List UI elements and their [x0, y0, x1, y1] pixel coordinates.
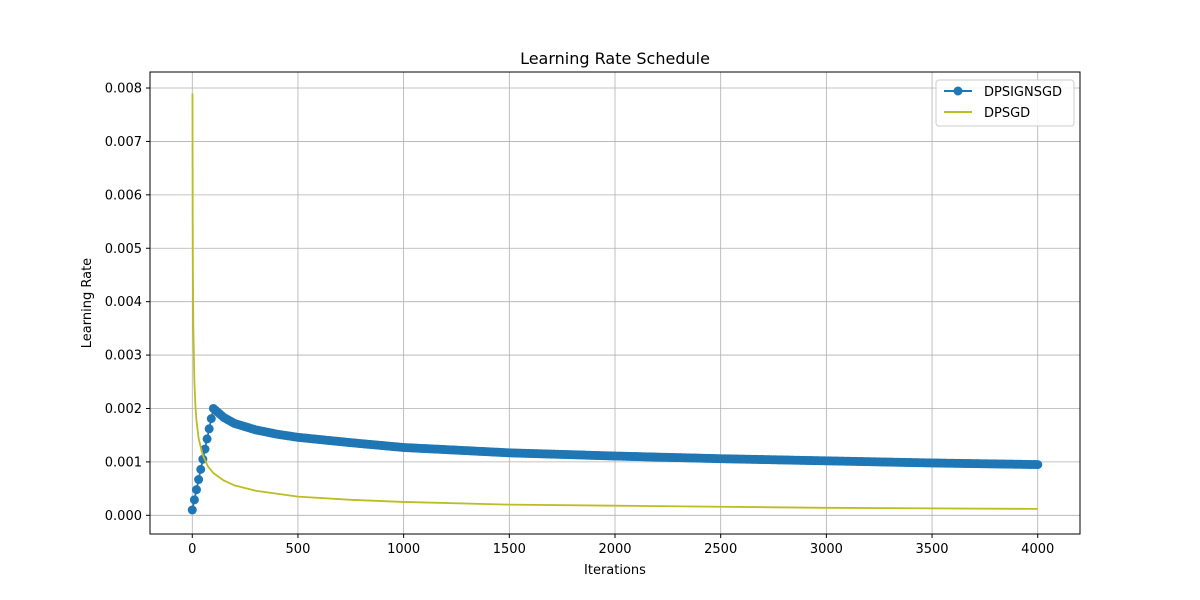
- legend-label-dpsgd: DPSGD: [984, 106, 1030, 121]
- series-dpsignsgd-line: [191, 406, 1038, 511]
- x-tick-label: 3000: [810, 542, 843, 557]
- y-tick-label: 0.003: [105, 349, 142, 364]
- x-axis-label: Iterations: [584, 563, 646, 578]
- legend-label-dpsignsgd: DPSIGNSGD: [984, 85, 1062, 100]
- x-tick-label: 3500: [915, 542, 948, 557]
- series-layer: [187, 93, 1043, 515]
- y-tick-label: 0.000: [105, 509, 142, 524]
- y-axis-label: Learning Rate: [80, 258, 95, 348]
- chart-title: Learning Rate Schedule: [520, 49, 710, 68]
- legend-marker-dpsignsgd: [953, 86, 963, 96]
- x-tick-label: 2000: [598, 542, 631, 557]
- y-tick-label: 0.007: [105, 135, 142, 150]
- y-tick-label: 0.004: [105, 295, 142, 310]
- y-tick-label: 0.008: [105, 82, 142, 97]
- y-tick-label: 0.005: [105, 242, 142, 257]
- x-tick-label: 4000: [1021, 542, 1054, 557]
- legend: DPSIGNSGD DPSGD: [935, 79, 1075, 127]
- x-tick-label: 1500: [493, 542, 526, 557]
- y-tick-label: 0.006: [105, 188, 142, 203]
- x-tick-label: 500: [286, 542, 311, 557]
- ticks: 0 500 1000 1500 2000 2500 3000 3500 4000 0.000 0.0…: [105, 82, 1054, 557]
- x-tick-label: 0: [188, 542, 196, 557]
- x-tick-label: 1000: [387, 542, 420, 557]
- series-dpsgd-line: [191, 93, 1038, 510]
- y-tick-label: 0.002: [105, 402, 142, 417]
- y-tick-label: 0.001: [105, 455, 142, 470]
- x-tick-label: 2500: [704, 542, 737, 557]
